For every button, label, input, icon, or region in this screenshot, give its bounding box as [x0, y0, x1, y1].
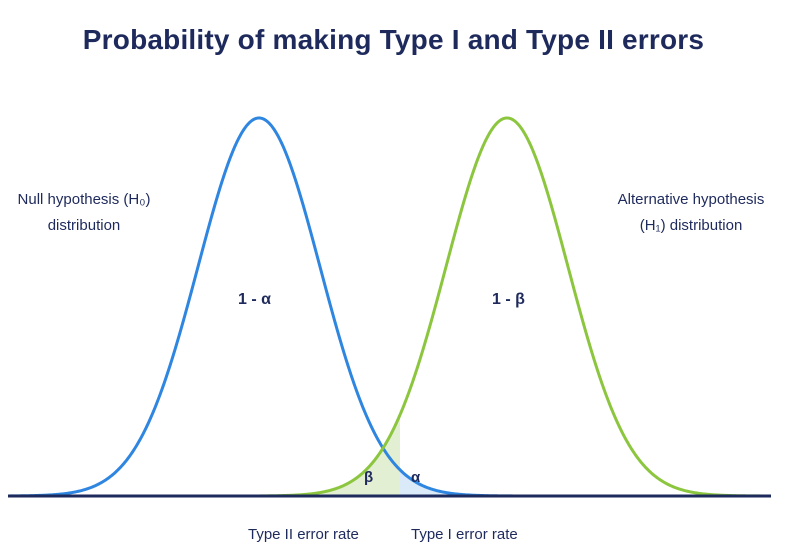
type-two-error-label: Type II error rate	[248, 526, 359, 543]
alt-label-line2: (H₁) distribution	[639, 217, 743, 234]
alt-region-label: 1 - β	[492, 291, 525, 308]
diagram-title: Probability of making Type I and Type II…	[82, 24, 705, 55]
type-one-error-label: Type I error rate	[411, 526, 518, 543]
beta-region	[260, 417, 399, 496]
null-hypothesis-label: Null hypothesis (H₀) distribution	[4, 187, 164, 239]
alt-label-line1: Alternative hypothesis	[617, 191, 765, 208]
alpha-label: α	[411, 469, 421, 486]
null-region-label: 1 - α	[238, 291, 271, 308]
alternative-distribution-curve	[259, 116, 768, 498]
alternative-hypothesis-label: Alternative hypothesis (H₁) distribution	[596, 187, 786, 239]
beta-label: β	[364, 469, 374, 486]
null-label-line1: Null hypothesis (H₀)	[17, 191, 151, 208]
null-distribution-curve	[9, 116, 520, 498]
null-label-line2: distribution	[47, 217, 121, 234]
